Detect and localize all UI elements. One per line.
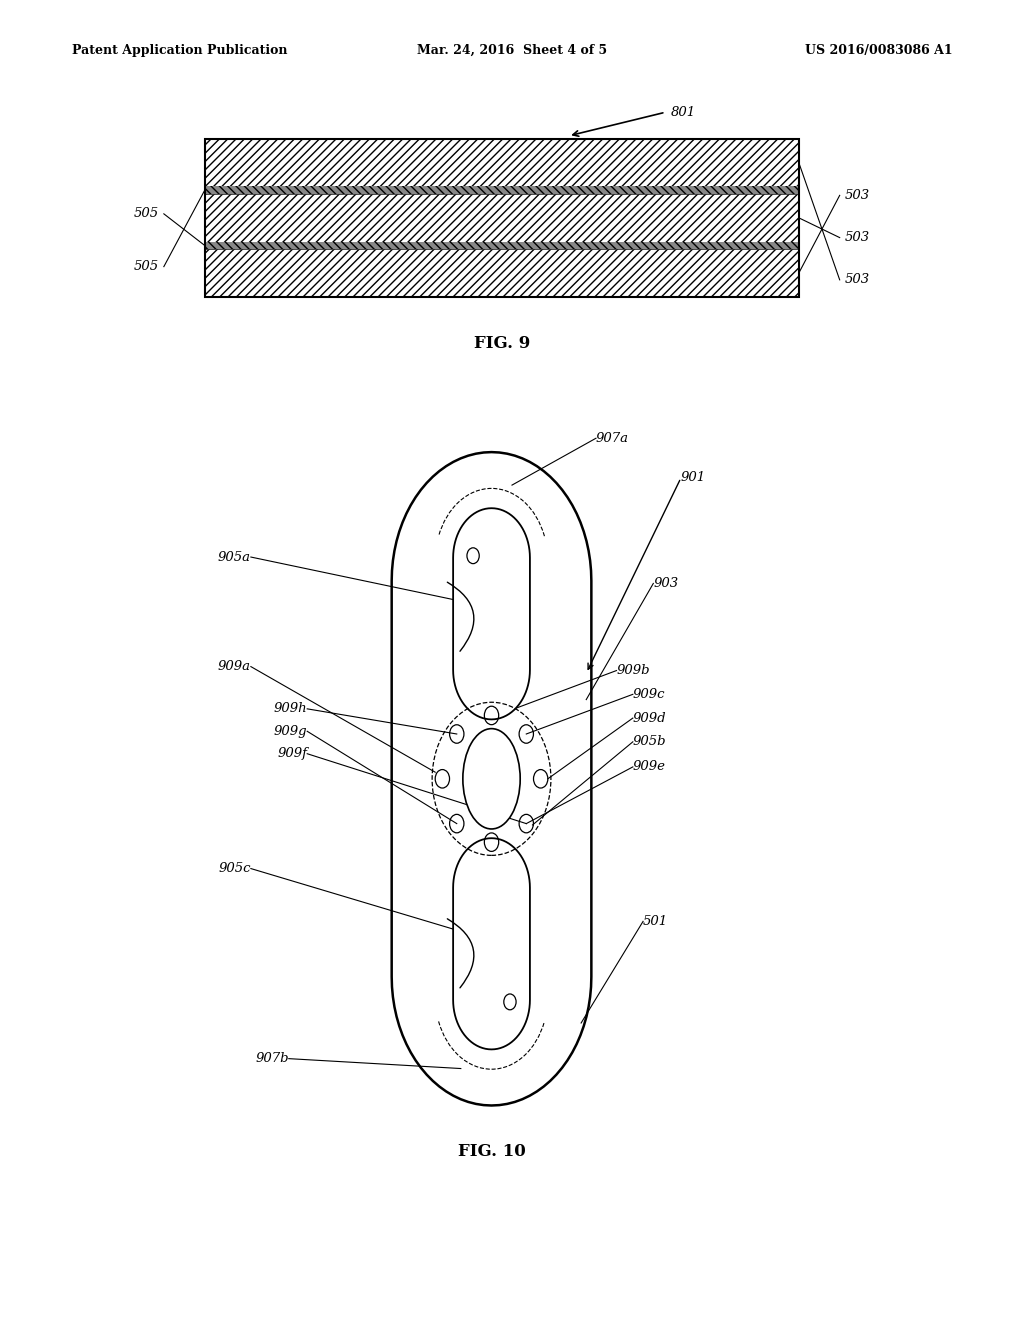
Text: 909h: 909h — [273, 702, 307, 715]
Text: FIG. 9: FIG. 9 — [474, 335, 529, 351]
Text: 907b: 907b — [255, 1052, 289, 1065]
Text: 909a: 909a — [218, 660, 251, 673]
Text: Mar. 24, 2016  Sheet 4 of 5: Mar. 24, 2016 Sheet 4 of 5 — [417, 44, 607, 57]
Text: Patent Application Publication: Patent Application Publication — [72, 44, 287, 57]
Bar — [205, 139, 799, 186]
Text: 909d: 909d — [633, 711, 667, 725]
Polygon shape — [453, 838, 530, 1049]
Text: 505: 505 — [133, 260, 159, 273]
Text: 503: 503 — [845, 273, 870, 286]
Bar — [205, 186, 799, 194]
Ellipse shape — [463, 729, 520, 829]
Text: 905c: 905c — [218, 862, 251, 875]
Bar — [205, 249, 799, 297]
Text: 909e: 909e — [633, 760, 666, 774]
Bar — [205, 139, 799, 297]
Bar — [205, 249, 799, 297]
Text: 909c: 909c — [633, 688, 666, 701]
Bar — [205, 186, 799, 194]
Text: FIG. 10: FIG. 10 — [458, 1143, 525, 1159]
Text: 901: 901 — [681, 471, 707, 484]
Text: 909b: 909b — [616, 664, 650, 677]
Text: 905a: 905a — [218, 550, 251, 564]
Polygon shape — [391, 451, 592, 1106]
Bar — [205, 242, 799, 249]
Text: 903: 903 — [653, 577, 679, 590]
Bar — [205, 242, 799, 249]
Text: 505: 505 — [133, 207, 159, 220]
Bar — [205, 194, 799, 242]
Text: 503: 503 — [845, 231, 870, 244]
Text: 501: 501 — [643, 915, 669, 928]
Polygon shape — [453, 508, 530, 719]
Text: US 2016/0083086 A1: US 2016/0083086 A1 — [805, 44, 952, 57]
Bar — [205, 139, 799, 186]
Text: 905b: 905b — [633, 735, 667, 748]
Text: 909g: 909g — [273, 725, 307, 738]
Text: 503: 503 — [845, 189, 870, 202]
Text: 909f: 909f — [278, 747, 307, 760]
Text: 801: 801 — [671, 106, 696, 119]
Text: 907a: 907a — [596, 432, 629, 445]
Bar — [205, 194, 799, 242]
